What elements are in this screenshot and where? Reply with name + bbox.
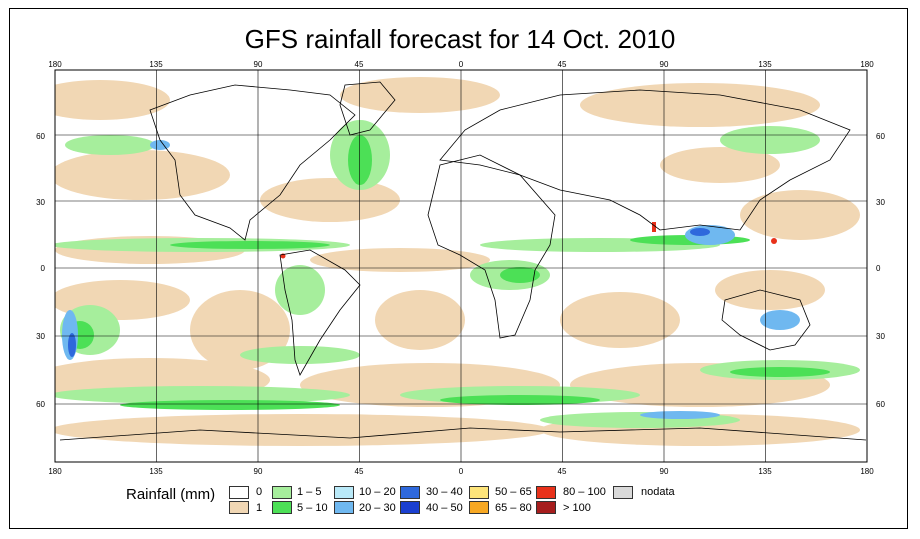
legend-swatch <box>400 501 420 514</box>
lat-label-left: 30 <box>36 198 45 207</box>
lon-label-bottom: 90 <box>254 467 263 476</box>
eurasia <box>439 89 851 231</box>
rainfall-field <box>55 77 860 446</box>
lon-label-bottom: 45 <box>558 467 567 476</box>
lon-label-bottom: 180 <box>860 467 874 476</box>
legend-swatch <box>536 486 556 499</box>
legend-swatch <box>613 486 633 499</box>
rain-band-20-30mm <box>62 140 800 419</box>
graticule <box>55 70 867 462</box>
lat-label-right: 0 <box>876 264 881 273</box>
legend-swatch <box>334 501 354 514</box>
legend-swatch <box>229 501 249 514</box>
lon-label-top: 90 <box>660 60 669 69</box>
legend-label: > 100 <box>563 502 591 514</box>
legend-swatch <box>229 486 249 499</box>
legend-label: 0 <box>256 486 263 498</box>
legend-label: 10 – 20 <box>359 486 396 498</box>
legend-swatch <box>334 486 354 499</box>
lon-label-top: 180 <box>48 60 62 69</box>
greenland <box>339 81 396 136</box>
legend-swatch <box>272 486 292 499</box>
legend-swatch <box>272 501 292 514</box>
lon-label-bottom: 135 <box>758 467 772 476</box>
lon-label-bottom: 180 <box>48 467 62 476</box>
legend-label: 50 – 65 <box>495 486 532 498</box>
legend-label: 65 – 80 <box>495 502 532 514</box>
lon-label-top: 0 <box>459 60 464 69</box>
lon-label-bottom: 90 <box>660 467 669 476</box>
lon-label-top: 180 <box>860 60 874 69</box>
lon-label-top: 135 <box>758 60 772 69</box>
lat-label-right: 30 <box>876 332 885 341</box>
map-border <box>54 69 868 463</box>
south-america <box>279 249 361 376</box>
rain-band-30-40mm <box>68 228 710 357</box>
legend-title: Rainfall (mm) <box>126 486 216 503</box>
lat-label-left: 60 <box>36 400 45 409</box>
australia <box>721 289 811 351</box>
lon-label-top: 90 <box>254 60 263 69</box>
legend-label: 30 – 40 <box>426 486 463 498</box>
north-america <box>149 84 356 241</box>
lon-label-bottom: 135 <box>149 467 163 476</box>
legend-label: 1 – 5 <box>297 486 322 498</box>
legend-swatch <box>400 486 420 499</box>
lat-label-left: 60 <box>36 132 45 141</box>
legend-label: 40 – 50 <box>426 502 463 514</box>
lat-label-right: 30 <box>876 198 885 207</box>
figure-frame <box>9 8 908 529</box>
lon-label-top: 45 <box>558 60 567 69</box>
lon-label-top: 45 <box>355 60 364 69</box>
legend-label: 1 <box>256 502 263 514</box>
lon-label-top: 135 <box>149 60 163 69</box>
lon-label-bottom: 45 <box>355 467 364 476</box>
legend-swatch <box>536 501 556 514</box>
legend-label: 5 – 10 <box>297 502 328 514</box>
lat-label-right: 60 <box>876 400 885 409</box>
axis-labels: 180 135 90 45 0 45 90 135 180 180 135 90… <box>36 60 885 476</box>
lat-label-left: 30 <box>36 332 45 341</box>
legend-swatch <box>469 486 489 499</box>
coastlines <box>59 81 867 441</box>
lon-label-bottom: 0 <box>459 467 464 476</box>
antarctica <box>59 427 867 441</box>
map-title: GFS rainfall forecast for 14 Oct. 2010 <box>244 24 676 54</box>
africa <box>427 154 556 339</box>
legend-label: 80 – 100 <box>563 486 606 498</box>
lat-label-left: 0 <box>41 264 46 273</box>
legend-label: 20 – 30 <box>359 502 396 514</box>
legend-label: nodata <box>641 486 675 498</box>
legend-swatch <box>469 501 489 514</box>
lat-label-right: 60 <box>876 132 885 141</box>
